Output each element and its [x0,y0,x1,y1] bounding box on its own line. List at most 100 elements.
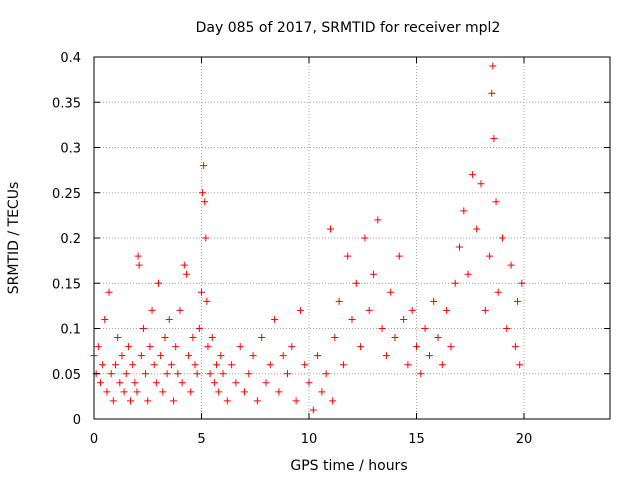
data-point [395,252,403,260]
data-point [206,370,214,378]
data-point [101,315,109,323]
data-point [503,325,511,332]
data-point [148,306,156,314]
data-point [134,252,142,260]
data-point [118,352,126,360]
data-point [438,361,446,369]
data-point [204,343,212,351]
data-point [322,370,330,378]
data-point [365,306,373,314]
data-point [279,352,287,360]
data-point [199,189,207,197]
data-point [155,279,162,287]
data-point [219,370,227,378]
data-point [331,334,339,342]
data-point [408,306,416,314]
data-point [292,397,300,405]
data-point [460,207,468,215]
data-point [275,388,283,396]
data-point [180,261,188,269]
data-point [518,279,526,287]
data-point [152,379,160,387]
x-tick-label: 20 [516,432,533,447]
data-point [94,343,102,351]
data-point [114,334,122,342]
data-point [348,315,356,323]
data-point [103,388,111,396]
data-point [352,279,360,287]
data-point [370,270,377,278]
data-point [203,297,211,305]
data-points [90,62,526,414]
axis-ticks: 0 5 10 15 20 0 0.05 0.1 0.15 0.2 0.25 0.3 0.35 0.4 [52,51,610,447]
data-point [434,334,442,342]
x-tick-label: 5 [197,432,205,447]
data-point [516,361,524,369]
y-tick-label: 0.05 [52,368,81,383]
data-point [413,343,420,351]
data-point [120,388,128,396]
data-point [511,343,519,351]
data-point [129,361,137,369]
x-tick-label: 15 [408,432,425,447]
y-tick-label: 0 [73,413,81,428]
data-point [178,379,186,387]
data-point [195,325,203,332]
data-point [182,270,190,278]
data-point [213,361,221,369]
y-tick-label: 0.2 [60,232,81,247]
data-point [200,162,208,170]
data-point [357,343,365,351]
data-point [127,397,135,405]
data-point [507,261,515,269]
data-point [144,397,152,405]
data-point [404,361,412,369]
data-point [481,306,489,314]
data-point [253,397,261,405]
data-point [187,388,195,396]
data-point [443,306,451,314]
data-point [99,361,107,369]
data-point [486,252,494,260]
data-point [201,198,209,206]
data-point [266,361,274,369]
data-point [105,288,113,296]
y-tick-label: 0.25 [52,187,81,202]
data-point [284,370,291,378]
data-point [400,315,408,323]
data-point [131,379,139,387]
data-point [139,325,147,332]
data-point [361,234,369,242]
y-tick-label: 0.35 [52,96,81,111]
data-point [157,352,165,360]
data-point [174,370,182,378]
data-point [142,370,150,378]
data-point [116,379,124,387]
data-point [339,361,347,369]
data-point [245,370,253,378]
x-tick-label: 0 [90,432,98,447]
data-point [137,352,145,360]
y-axis-label: SRMTID / TECUs [6,182,22,295]
data-point [258,334,266,342]
data-point [191,361,199,369]
data-point [249,352,257,360]
data-point [378,325,386,332]
data-point [241,388,248,396]
data-point [456,243,463,251]
data-point [189,334,197,342]
data-point [185,352,193,360]
y-tick-label: 0.4 [60,51,81,66]
data-point [262,379,270,387]
data-point [232,379,240,387]
data-point [150,361,158,369]
data-point [305,379,313,387]
data-point [477,180,485,188]
data-point [210,379,218,387]
data-point [329,397,337,405]
x-axis-label: GPS time / hours [290,458,407,474]
data-point [172,343,180,351]
data-point [314,352,322,360]
data-point [217,352,225,360]
data-point [425,352,433,360]
